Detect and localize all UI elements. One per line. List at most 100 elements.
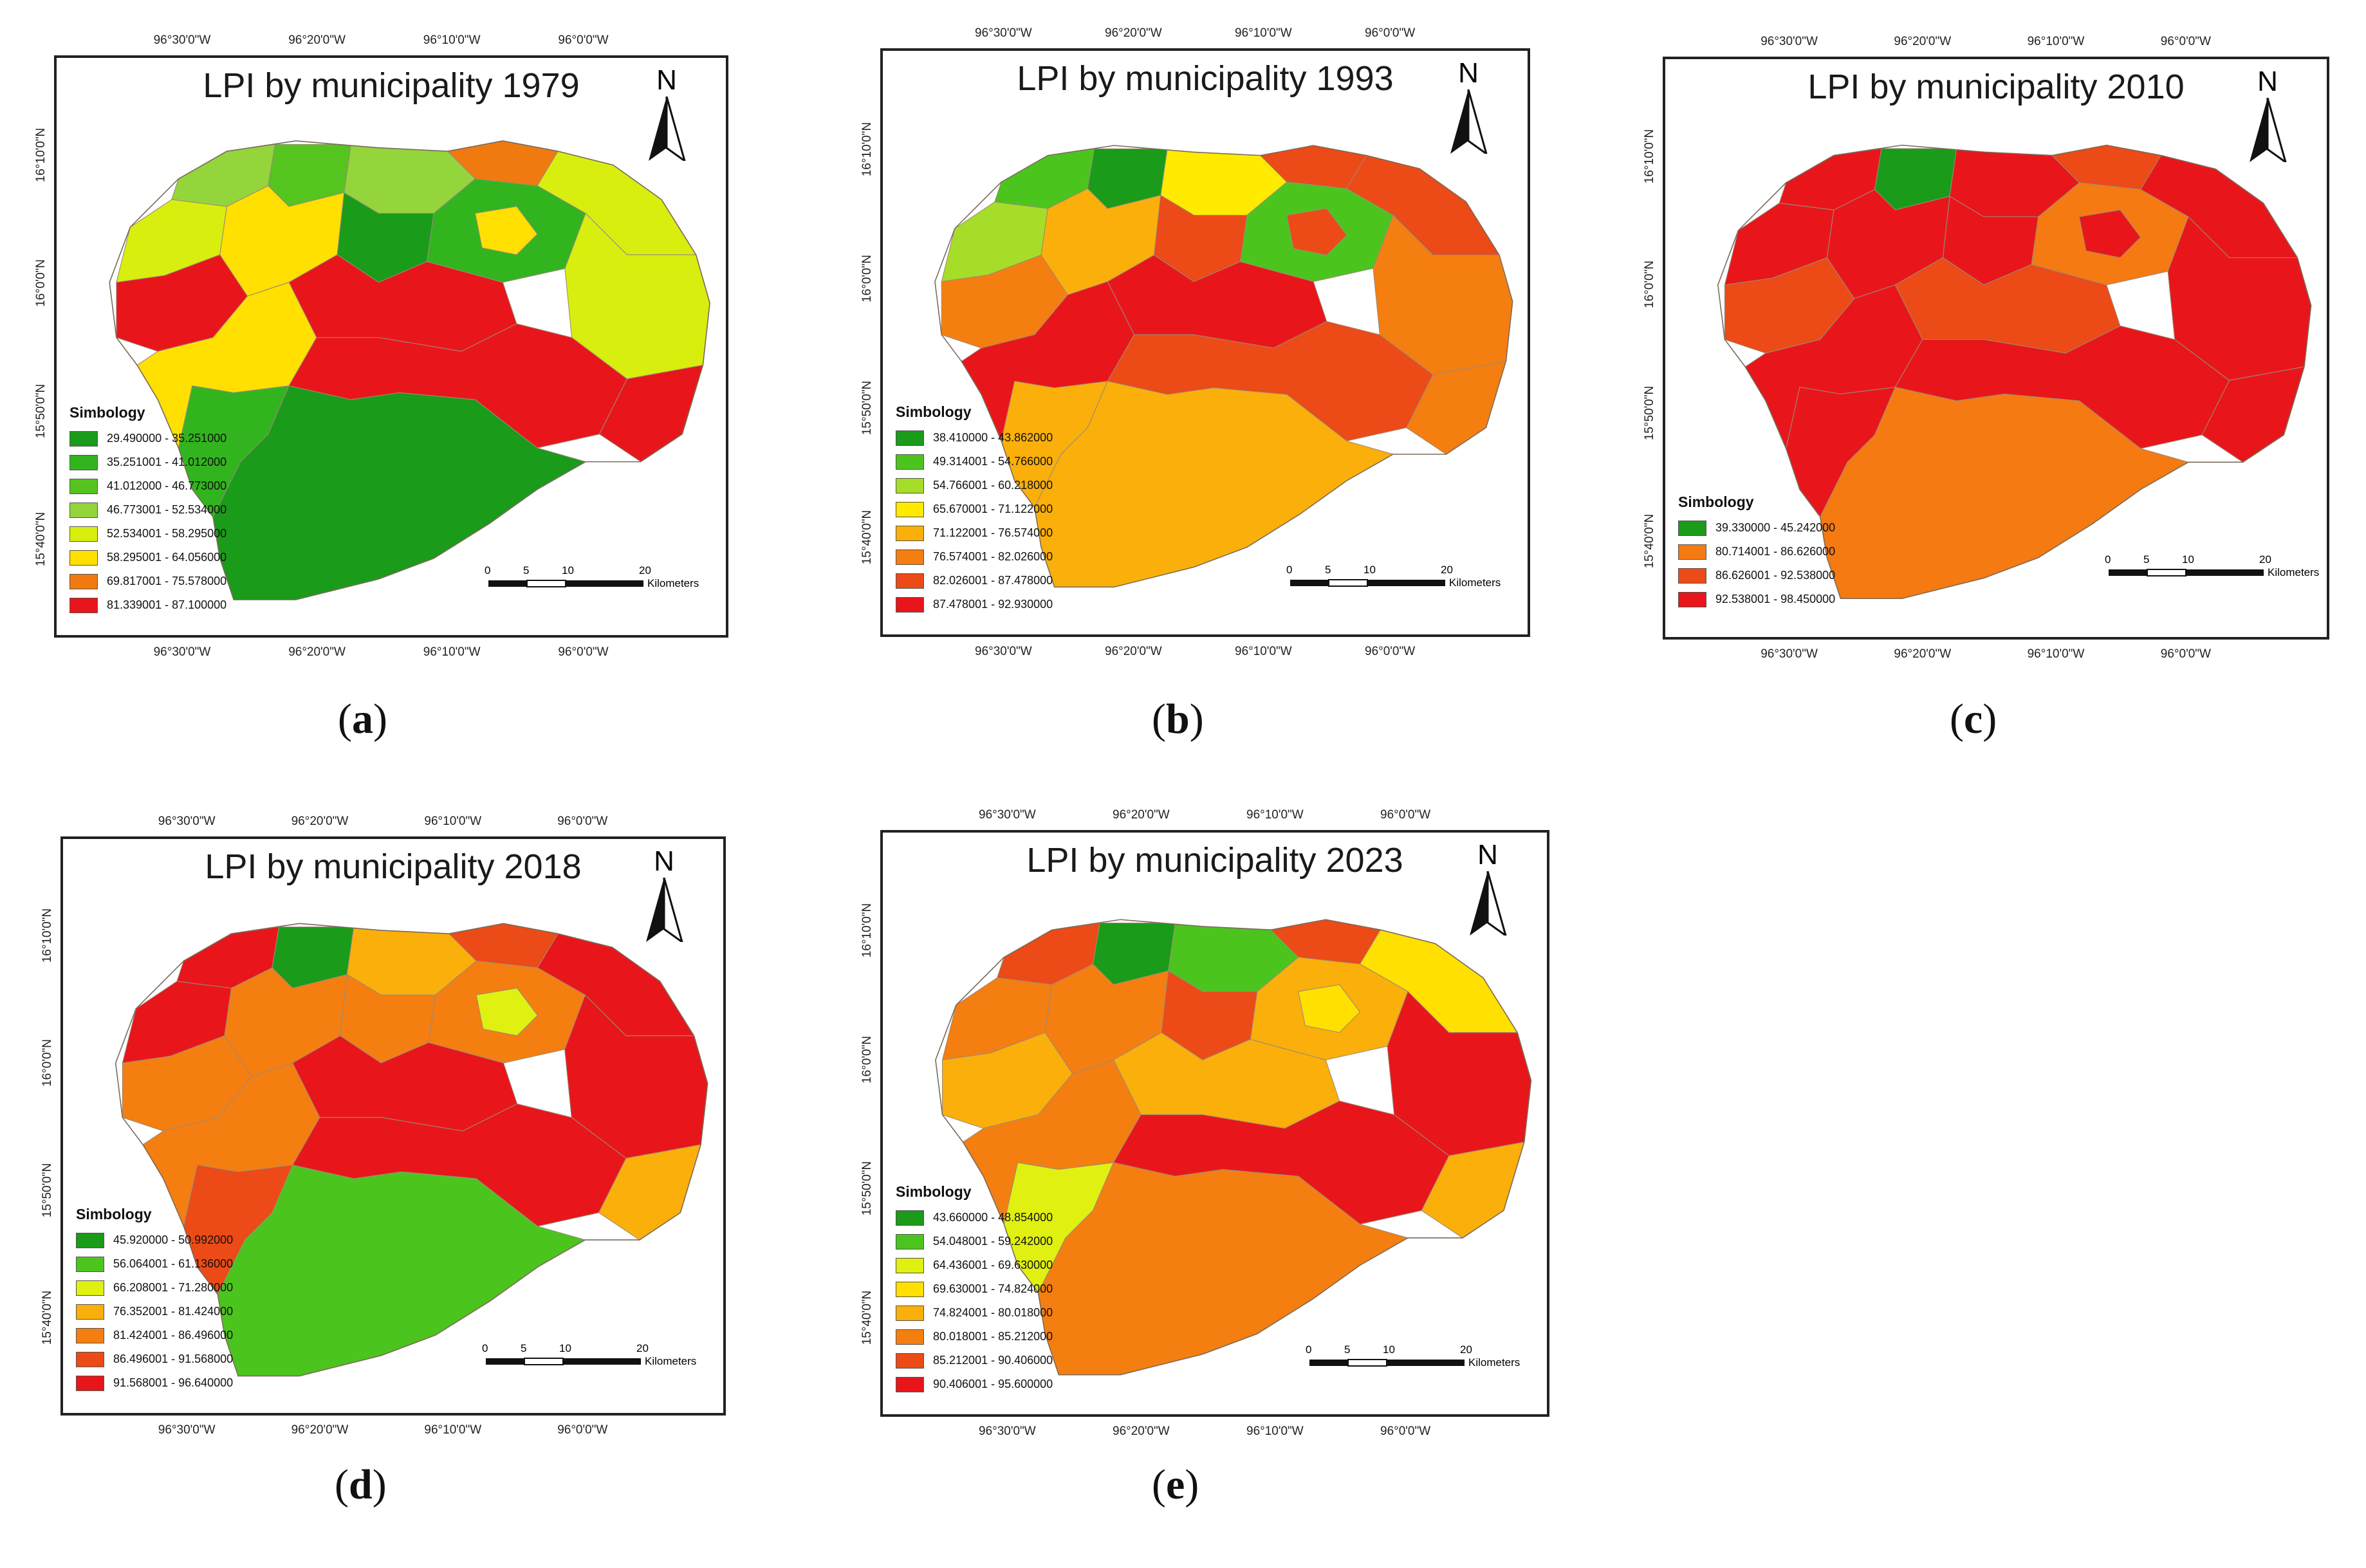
panel-caption: (b): [1152, 696, 1204, 742]
legend-label: 52.534001 - 58.295000: [107, 527, 227, 540]
longitude-label: 96°0'0"W: [1380, 1425, 1431, 1438]
map-frame: LPI by municipality 2018 Simbology 45.9200…: [60, 836, 726, 1416]
legend-item: 81.339001 - 87.100000: [69, 593, 226, 617]
legend-swatch: [896, 477, 924, 493]
legend-swatch: [69, 526, 98, 542]
legend-label: 38.410000 - 43.862000: [933, 431, 1053, 444]
legend-title: Simbology: [1678, 493, 1754, 510]
longitude-label: 96°20'0"W: [1113, 1425, 1170, 1438]
legend-swatch: [69, 430, 98, 447]
longitude-label: 96°0'0"W: [557, 815, 608, 828]
legend-item: 85.212001 - 90.406000: [896, 1349, 1053, 1372]
longitude-label: 96°10'0"W: [1246, 808, 1304, 822]
legend-item: 86.496001 - 91.568000: [76, 1347, 233, 1371]
legend-swatch: [896, 1329, 924, 1345]
legend-label: 76.574001 - 82.026000: [933, 550, 1053, 563]
legend-item: 74.824001 - 80.018000: [896, 1301, 1053, 1325]
legend-swatch: [896, 1352, 924, 1369]
longitude-label: 96°30'0"W: [1761, 35, 1818, 48]
legend-swatch: [896, 501, 924, 517]
legend-label: 29.490000 - 35.251000: [107, 432, 227, 445]
legend-item: 92.538001 - 98.450000: [1678, 587, 1835, 611]
legend-swatch: [896, 1376, 924, 1392]
legend-item: 58.295001 - 64.056000: [69, 546, 226, 569]
scale-tick-label: 10: [1383, 1343, 1395, 1356]
longitude-label: 96°0'0"W: [558, 33, 609, 47]
legend-item: 52.534001 - 58.295000: [69, 522, 226, 546]
longitude-label: 96°10'0"W: [424, 815, 482, 828]
scale-bar: 0 5 10 20 Kilometers: [1306, 1343, 1520, 1382]
scale-bar-graphic: [2109, 569, 2264, 576]
municipality-inner: [1298, 984, 1361, 1033]
legend-item: 29.490000 - 35.251000: [69, 427, 226, 450]
north-arrow-icon: N: [643, 845, 685, 942]
legend-label: 45.920000 - 50.992000: [113, 1233, 234, 1246]
map-frame: LPI by municipality 2023 Simbology 43.6600…: [880, 830, 1549, 1417]
scale-tick-label: 5: [1344, 1343, 1351, 1356]
legend-item: 39.330000 - 45.242000: [1678, 516, 1835, 540]
legend-swatch: [76, 1375, 104, 1391]
legend-label: 56.064001 - 61.136000: [113, 1257, 234, 1270]
legend-item: 87.478001 - 92.930000: [896, 593, 1053, 616]
legend-label: 91.568001 - 96.640000: [113, 1376, 234, 1389]
legend-label: 69.817001 - 75.578000: [107, 575, 227, 587]
latitude-label: 16°0'0"N: [860, 1035, 874, 1084]
panel-caption-letter: c: [1963, 696, 1983, 742]
longitude-label: 96°20'0"W: [291, 815, 349, 828]
scale-tick-label: 20: [1460, 1343, 1472, 1356]
scale-tick-label: 10: [559, 1342, 571, 1354]
legend-item: 90.406001 - 95.600000: [896, 1372, 1053, 1396]
latitude-label: 15°50'0"N: [1643, 385, 1656, 440]
longitude-label: 96°10'0"W: [424, 1423, 482, 1437]
north-arrow-shape: [2250, 98, 2287, 162]
choropleth-map: [934, 145, 1513, 588]
legend-item: 69.630001 - 74.824000: [896, 1277, 1053, 1301]
legend-swatch: [76, 1351, 104, 1367]
legend-swatch: [69, 549, 98, 566]
latitude-label: 15°50'0"N: [34, 383, 48, 439]
scale-bar-graphic: [486, 1358, 641, 1365]
panel-caption: (d): [335, 1461, 387, 1508]
scale-tick-label: 0: [1286, 564, 1293, 576]
map-title: LPI by municipality 2018: [205, 847, 582, 886]
north-arrow-shape: [1470, 871, 1507, 936]
latitude-label: 16°10'0"N: [1643, 129, 1656, 184]
north-arrow-shape: [646, 878, 683, 942]
legend-item: 65.670001 - 71.122000: [896, 497, 1053, 521]
legend-item: 80.714001 - 86.626000: [1678, 540, 1835, 564]
longitude-label: 96°0'0"W: [1380, 808, 1431, 822]
scale-tick-label: 5: [1325, 564, 1331, 576]
legend-title: Simbology: [896, 1183, 972, 1200]
longitude-label: 96°20'0"W: [1105, 645, 1162, 658]
legend-label: 81.339001 - 87.100000: [107, 598, 227, 611]
municipality-inner: [1286, 208, 1347, 255]
scale-unit: Kilometers: [1449, 576, 1501, 589]
scale-unit: Kilometers: [2268, 566, 2320, 578]
longitude-label: 96°20'0"W: [288, 33, 346, 47]
legend-label: 71.122001 - 76.574000: [933, 526, 1053, 539]
scale-tick-label: 5: [521, 1342, 527, 1354]
legend-item: 91.568001 - 96.640000: [76, 1371, 233, 1395]
legend-label: 64.436001 - 69.630000: [933, 1259, 1053, 1271]
legend-item: 64.436001 - 69.630000: [896, 1253, 1053, 1277]
north-arrow-shape: [1450, 89, 1488, 154]
latitude-label: 16°0'0"N: [41, 1039, 54, 1087]
map-title: LPI by municipality 2023: [1026, 841, 1403, 880]
legend-item: 76.574001 - 82.026000: [896, 545, 1053, 569]
map-title: LPI by municipality 2010: [1807, 68, 2185, 106]
region-outline: [1717, 144, 2312, 600]
legend-label: 80.018001 - 85.212000: [933, 1330, 1053, 1343]
legend-item: 76.352001 - 81.424000: [76, 1300, 233, 1324]
scale-bar: 0 5 10 20 Kilometers: [1286, 564, 1501, 602]
legend-swatch: [69, 478, 98, 494]
legend: Simbology 29.490000 - 35.251000 35.251001 …: [69, 404, 226, 617]
latitude-label: 16°10'0"N: [41, 908, 54, 963]
latitude-label: 15°40'0"N: [860, 1290, 874, 1345]
scale-bar-graphic: [488, 580, 643, 587]
north-label: N: [656, 64, 677, 96]
legend-title: Simbology: [76, 1206, 152, 1222]
longitude-label: 96°10'0"W: [1246, 1425, 1304, 1438]
map-title: LPI by municipality 1993: [1017, 59, 1394, 98]
latitude-label: 16°0'0"N: [1643, 261, 1656, 309]
legend-item: 66.208001 - 71.280000: [76, 1276, 233, 1300]
